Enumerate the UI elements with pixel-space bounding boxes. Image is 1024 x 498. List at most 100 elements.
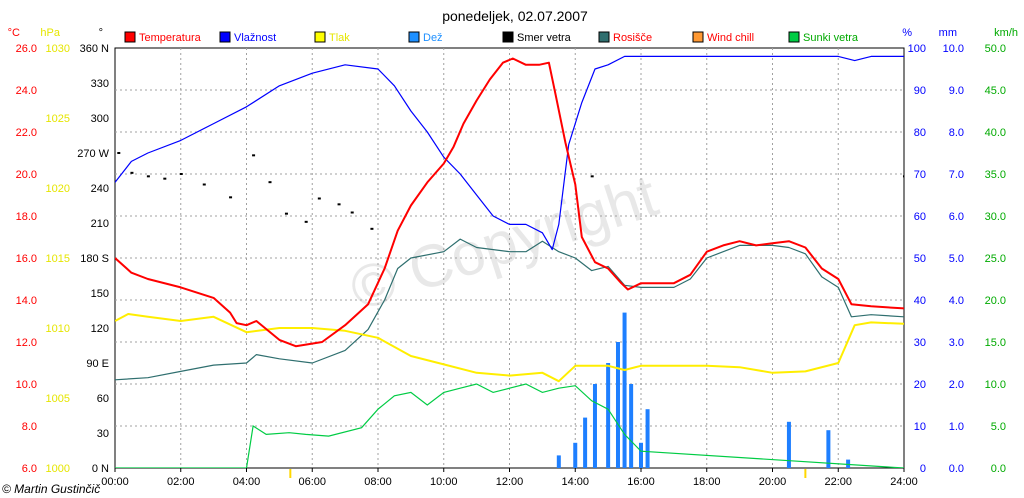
legend-swatch bbox=[598, 31, 610, 43]
humidity-tick-label: 10 bbox=[914, 421, 926, 433]
rain-tick-label: 8.0 bbox=[949, 127, 964, 139]
wind-direction-point bbox=[370, 227, 374, 230]
rain-bar bbox=[826, 430, 831, 468]
legend-swatch bbox=[502, 31, 514, 43]
wind-direction-point bbox=[317, 197, 321, 200]
axes: 00:00 02:00 04:00 06:00 08:00 10:00 12:00 14:00… bbox=[16, 43, 1006, 488]
wind-tick-label: 10.0 bbox=[985, 379, 1006, 391]
humidity-tick-label: 60 bbox=[914, 211, 926, 223]
pressure-tick-label: 1030 bbox=[46, 43, 70, 55]
grid bbox=[115, 48, 904, 468]
direction-tick-label: 150 bbox=[91, 288, 109, 300]
axis-humidity: 0 10 20 30 40 50 60 70 80 90 100 bbox=[908, 43, 926, 475]
temperature-tick-label: 6.0 bbox=[22, 463, 37, 475]
rain-bar bbox=[615, 342, 620, 468]
rain-tick-label: 4.0 bbox=[949, 295, 964, 307]
wind-tick-label: 5.0 bbox=[991, 421, 1006, 433]
x-tick-label: 24:00 bbox=[890, 476, 918, 488]
pressure-tick-label: 1005 bbox=[46, 393, 70, 405]
legend-label: Vlažnost bbox=[234, 32, 276, 44]
series-group bbox=[115, 55, 904, 468]
wind-direction-point bbox=[202, 183, 206, 186]
pressure-tick-label: 1010 bbox=[46, 323, 70, 335]
legend-label: Temperatura bbox=[139, 32, 202, 44]
wind-direction-point bbox=[229, 196, 233, 199]
humidity-tick-label: 50 bbox=[914, 253, 926, 265]
rain-tick-label: 9.0 bbox=[949, 85, 964, 97]
axis-direction: 0 N 30 60 90 E 120 150 180 S 210 240 270 W 300 330 3… bbox=[77, 43, 109, 475]
pressure-tick-label: 1020 bbox=[46, 183, 70, 195]
x-tick-label: 20:00 bbox=[759, 476, 787, 488]
pressure-tick-label: 1000 bbox=[46, 463, 70, 475]
copyright-label: © Martin Gustinčič bbox=[2, 482, 100, 496]
x-tick-label: 18:00 bbox=[693, 476, 721, 488]
temperature-unit-label: °C bbox=[8, 27, 20, 39]
chart-title: ponedeljek, 02.07.2007 bbox=[442, 8, 588, 24]
x-tick-label: 14:00 bbox=[561, 476, 589, 488]
humidity-line bbox=[115, 55, 904, 251]
legend-swatch bbox=[692, 31, 704, 43]
rain-tick-label: 3.0 bbox=[949, 337, 964, 349]
wind-direction-point bbox=[163, 177, 167, 180]
rain-unit-label: mm bbox=[939, 27, 957, 39]
rain-tick-label: 6.0 bbox=[949, 211, 964, 223]
wind-tick-label: 45.0 bbox=[985, 85, 1006, 97]
rain-bar bbox=[639, 442, 643, 468]
humidity-unit-label: % bbox=[902, 27, 912, 39]
wind-tick-label: 20.0 bbox=[985, 295, 1006, 307]
wind-tick-label: 50.0 bbox=[985, 43, 1006, 55]
wind-tick-label: 0.0 bbox=[991, 463, 1006, 475]
rain-tick-label: 2.0 bbox=[949, 379, 964, 391]
humidity-tick-label: 30 bbox=[914, 337, 926, 349]
wind-direction-point bbox=[903, 175, 904, 178]
rain-tick-label: 5.0 bbox=[949, 253, 964, 265]
temperature-tick-label: 8.0 bbox=[22, 421, 37, 433]
axis-wind: 0.0 5.0 10.0 15.0 20.0 25.0 30.0 35.0 40.0 45.0 50… bbox=[985, 43, 1006, 475]
wind-tick-label: 35.0 bbox=[985, 169, 1006, 181]
temperature-tick-label: 10.0 bbox=[16, 379, 37, 391]
x-tick-label: 02:00 bbox=[167, 476, 195, 488]
legend-swatch bbox=[219, 31, 231, 43]
rain-bar bbox=[846, 459, 851, 468]
x-tick-label: 06:00 bbox=[298, 476, 326, 488]
wind-direction-point bbox=[252, 154, 256, 157]
humidity-tick-label: 70 bbox=[914, 169, 926, 181]
humidity-tick-label: 40 bbox=[914, 295, 926, 307]
wind-direction-point bbox=[350, 211, 354, 214]
axis-unit-labels: °C hPa °% mm km/h bbox=[8, 27, 1018, 39]
rain-tick-label: 0.0 bbox=[949, 463, 964, 475]
humidity-tick-label: 100 bbox=[908, 43, 926, 55]
direction-tick-label: 120 bbox=[91, 323, 109, 335]
direction-tick-label: 90 E bbox=[86, 358, 109, 370]
legend-swatch bbox=[408, 31, 420, 43]
wind-direction-point bbox=[179, 173, 183, 175]
temperature-tick-label: 16.0 bbox=[16, 253, 37, 265]
wind-direction-point bbox=[337, 203, 341, 206]
rain-tick-label: 7.0 bbox=[949, 169, 964, 181]
legend-swatch bbox=[124, 31, 136, 43]
pressure-unit-label: hPa bbox=[40, 27, 60, 39]
temperature-tick-label: 26.0 bbox=[16, 43, 37, 55]
dew-point-line bbox=[115, 238, 904, 381]
temperature-tick-label: 12.0 bbox=[16, 337, 37, 349]
direction-tick-label: 0 N bbox=[92, 463, 109, 475]
temperature-line bbox=[115, 57, 904, 348]
pressure-tick-label: 1025 bbox=[46, 113, 70, 125]
rain-bar bbox=[622, 312, 627, 468]
wind-tick-label: 40.0 bbox=[985, 127, 1006, 139]
direction-tick-label: 30 bbox=[97, 428, 109, 440]
axis-rain: 0.0 1.0 2.0 3.0 4.0 5.0 6.0 7.0 8.0 9.0 10.0 bbox=[943, 43, 964, 475]
x-tick-label: 04:00 bbox=[233, 476, 261, 488]
legend-label: Tlak bbox=[329, 32, 350, 44]
series-layer bbox=[115, 55, 904, 468]
humidity-tick-label: 0 bbox=[920, 463, 926, 475]
legend-label: Dež bbox=[423, 32, 443, 44]
temperature-tick-label: 20.0 bbox=[16, 169, 37, 181]
rain-tick-label: 10.0 bbox=[943, 43, 964, 55]
direction-tick-label: 180 S bbox=[80, 253, 109, 265]
wind-gust-line bbox=[115, 383, 904, 468]
direction-tick-label: 210 bbox=[91, 218, 109, 230]
wind-direction-point bbox=[304, 220, 308, 223]
rain-bar bbox=[606, 363, 611, 468]
